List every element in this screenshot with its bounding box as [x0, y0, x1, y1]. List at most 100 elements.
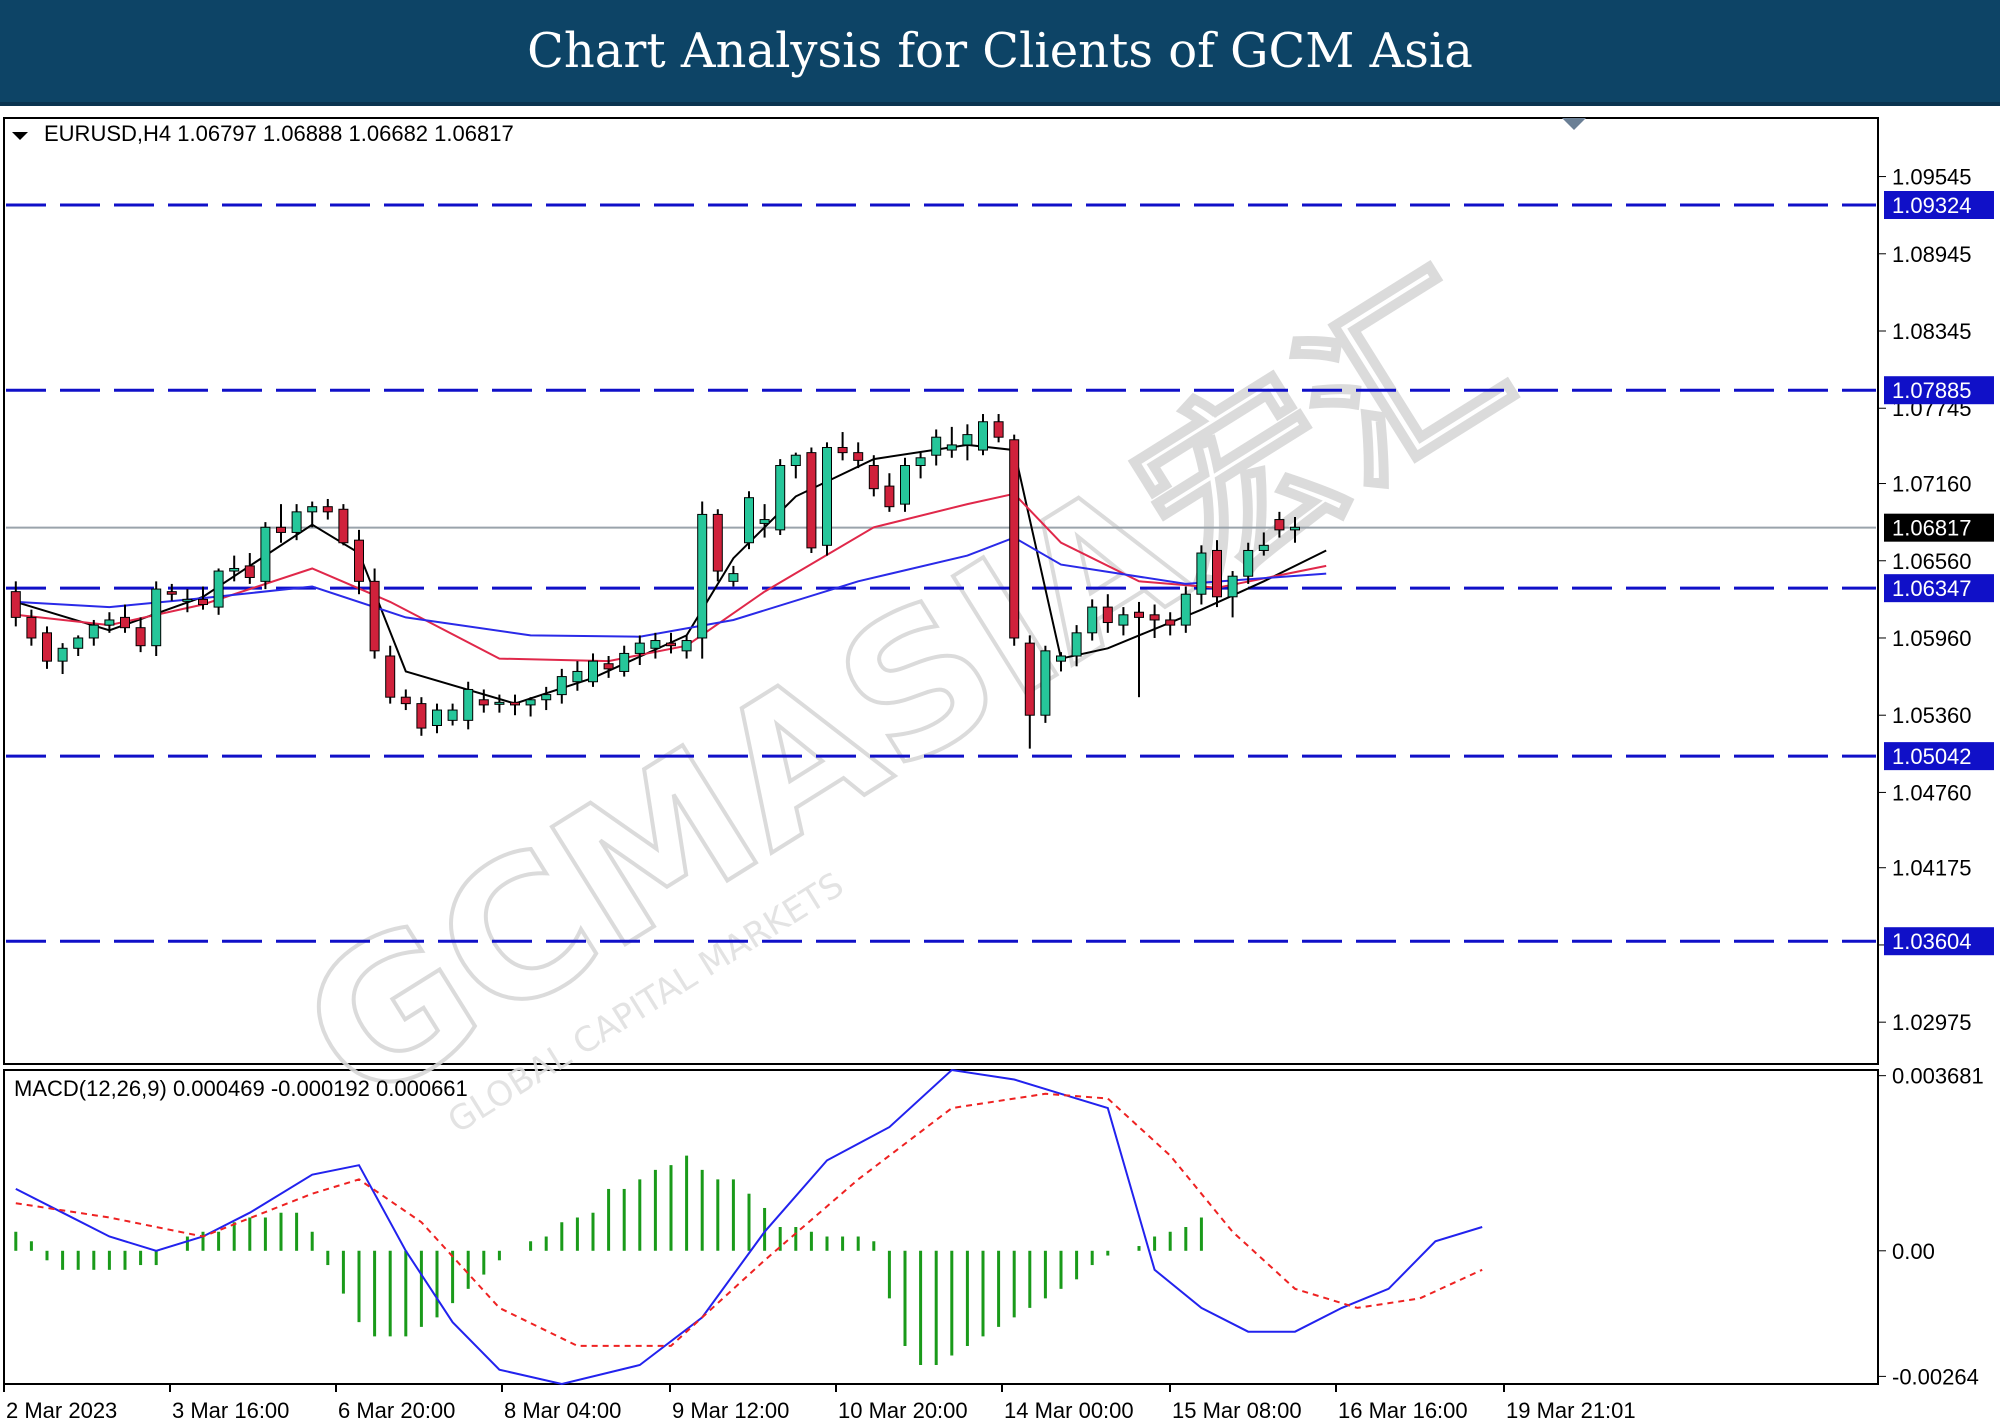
macd-tick-label: 0.003681 [1892, 1064, 1984, 1089]
candle-bear [478, 699, 489, 706]
macd-axis: 0.003681 0.00 -0.00264 [1878, 1064, 1984, 1389]
candle-bear [120, 616, 130, 629]
candle-bear [1149, 614, 1160, 621]
time-tick-label: 9 Mar 12:00 [672, 1398, 789, 1423]
candle-bull [681, 640, 692, 652]
candle-bull [915, 457, 926, 467]
candle-bull [978, 421, 988, 451]
candle-bear [166, 591, 177, 595]
time-tick-label: 2 Mar 2023 [6, 1398, 117, 1423]
time-tick-label: 8 Mar 04:00 [504, 1398, 621, 1423]
candle-bull [1258, 544, 1269, 551]
candle-bull [447, 709, 458, 721]
price-tick-label: 1.08945 [1892, 242, 1972, 267]
macd-header: MACD(12,26,9) 0.000469 -0.000192 0.00066… [14, 1076, 468, 1101]
candle-bull [744, 497, 754, 544]
time-tick-label: 10 Mar 20:00 [838, 1398, 968, 1423]
candle-bull [1118, 614, 1129, 626]
candle-bear [244, 565, 255, 578]
candle-bull [1040, 650, 1051, 716]
candle-bear [1102, 606, 1113, 624]
candle-bull [57, 647, 68, 662]
macd-panel-frame [3, 1069, 1879, 1385]
header-banner: Chart Analysis for Clients of GCM Asia [0, 0, 2000, 106]
candle-bear [354, 539, 364, 582]
macd-lines [15, 1068, 1483, 1386]
macd-histogram [14, 1155, 1203, 1365]
candle-bear [853, 452, 864, 461]
price-tick-label: 1.06560 [1892, 549, 1972, 574]
level-label-box [1884, 574, 1994, 603]
candle-bear [26, 616, 37, 639]
candle-bull [728, 573, 739, 582]
scroll-marker[interactable] [1562, 118, 1586, 130]
candle-bull [182, 598, 193, 602]
candle-bear [338, 508, 349, 544]
candle-bull [556, 676, 567, 696]
candle-bear [603, 663, 614, 670]
level-label: 1.09324 [1892, 193, 1972, 218]
candles [10, 414, 1300, 749]
price-tick-label: 1.09545 [1892, 165, 1972, 190]
macd-tick-label: -0.00264 [1892, 1364, 1979, 1389]
level-label: 1.06347 [1892, 576, 1972, 601]
candle-bull [775, 465, 786, 531]
candle-bull [525, 699, 536, 706]
time-tick-label: 14 Mar 00:00 [1004, 1398, 1134, 1423]
candle-bull [307, 506, 318, 513]
time-tick-label: 3 Mar 16:00 [172, 1398, 289, 1423]
candle-bull [962, 434, 973, 446]
banner-title: Chart Analysis for Clients of GCM Asia [527, 23, 1473, 79]
time-tick-label: 19 Mar 21:01 [1506, 1398, 1636, 1423]
candle-bull [900, 465, 910, 505]
candle-bear [1009, 439, 1020, 639]
candle-bull [1290, 526, 1300, 531]
candle-bear [369, 580, 380, 652]
candle-bear [42, 632, 52, 662]
candle-bear [416, 703, 427, 729]
candle-bull [213, 570, 224, 608]
price-tick-label: 1.08345 [1892, 319, 1972, 344]
candle-bull [260, 526, 271, 582]
ohlc-header: EURUSD,H4 1.06797 1.06888 1.06682 1.0681… [44, 121, 514, 146]
candle-bull [1196, 552, 1207, 595]
candle-bull [1087, 606, 1098, 634]
current-price-box [1884, 513, 1994, 542]
candle-bear [198, 598, 208, 606]
candle-bull [1071, 632, 1082, 657]
candle-bull [634, 642, 645, 654]
level-label: 1.07885 [1892, 378, 1972, 403]
price-legend: EURUSD,H4 1.06797 1.06888 1.06682 1.0681… [12, 121, 514, 146]
candle-bull [650, 640, 661, 649]
price-tick-label: 1.04760 [1892, 780, 1972, 805]
time-tick-label: 6 Mar 20:00 [338, 1398, 455, 1423]
candle-bear [276, 526, 286, 533]
dropdown-triangle-icon[interactable] [12, 132, 28, 140]
candle-bull [946, 444, 957, 451]
candle-bull [541, 694, 552, 701]
candle-bull [572, 670, 583, 683]
candle-bear [1274, 519, 1285, 531]
candle-bear [1024, 642, 1035, 716]
price-tick-label: 1.05960 [1892, 626, 1972, 651]
candle-bull [697, 513, 708, 639]
level-label-box [1884, 927, 1994, 956]
candle-bull [1180, 593, 1191, 626]
candle-bear [666, 642, 676, 647]
candle-bull [619, 652, 630, 672]
time-tick-label: 15 Mar 08:00 [1172, 1398, 1302, 1423]
candle-bull [588, 660, 598, 683]
price-tick-label: 1.02975 [1892, 1010, 1972, 1035]
level-label-box [1884, 742, 1994, 771]
current-price-label: 1.06817 [1892, 516, 1972, 541]
candle-bear [400, 696, 411, 705]
candle-bull [822, 446, 832, 546]
candle-bull [759, 519, 770, 524]
signal-line [15, 1092, 1483, 1347]
candle-bull [229, 567, 240, 572]
candle-bull [463, 688, 474, 721]
candle-bull [931, 436, 942, 456]
candle-bull [1227, 575, 1238, 598]
candle-bear [712, 513, 723, 572]
price-tick-label: 1.07160 [1892, 472, 1972, 497]
